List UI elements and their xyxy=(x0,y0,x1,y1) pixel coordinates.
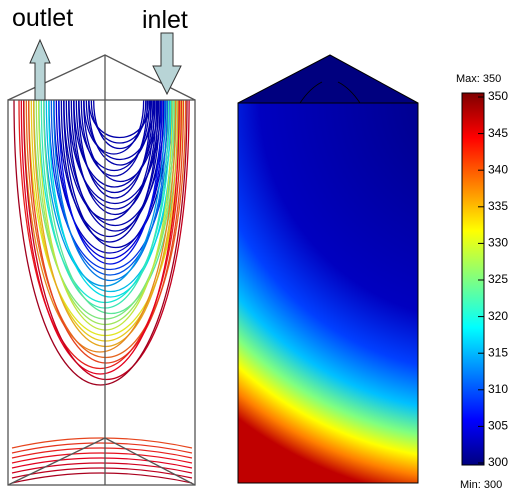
streamline xyxy=(93,99,147,150)
tick-label: 325 xyxy=(488,272,508,286)
streamline xyxy=(58,99,163,265)
streamline xyxy=(78,99,152,199)
streamline xyxy=(11,452,193,464)
streamline xyxy=(20,99,180,375)
streamline xyxy=(33,99,179,347)
tick-label: 300 xyxy=(488,455,508,469)
streamline xyxy=(48,99,174,298)
streamline xyxy=(63,99,155,221)
streamline xyxy=(25,99,187,359)
streamline xyxy=(11,467,193,479)
streamline xyxy=(23,99,177,353)
streamline xyxy=(11,447,193,459)
streamline xyxy=(11,437,193,449)
streamline xyxy=(11,457,193,469)
streamline xyxy=(73,99,158,216)
streamline xyxy=(23,99,190,380)
temperature-field xyxy=(237,102,419,484)
tick-label: 330 xyxy=(488,236,508,250)
streamline xyxy=(80,99,148,177)
streamline xyxy=(53,99,168,281)
streamline xyxy=(78,99,150,171)
colorbar xyxy=(461,92,485,466)
outlet-arrow xyxy=(29,38,51,101)
tick-label: 315 xyxy=(488,345,508,359)
streamline xyxy=(90,99,149,144)
streamline xyxy=(43,99,180,314)
streamline xyxy=(50,99,170,276)
streamline xyxy=(18,99,182,370)
streamline xyxy=(13,99,188,386)
streamline xyxy=(75,99,154,194)
streamline xyxy=(11,472,193,484)
streamline xyxy=(65,99,165,226)
streamline xyxy=(55,99,165,260)
tick-label: 350 xyxy=(488,89,508,103)
streamline xyxy=(83,99,158,183)
max-label: Max: 350 xyxy=(456,73,501,85)
tick-label: 345 xyxy=(488,126,508,140)
streamline xyxy=(68,99,163,232)
tick-label: 305 xyxy=(488,419,508,433)
min-label: Min: 300 xyxy=(460,479,502,491)
streamline xyxy=(11,462,193,474)
inlet-label: inlet xyxy=(142,6,188,34)
tick-label: 310 xyxy=(488,382,508,396)
streamline xyxy=(88,99,153,166)
streamline xyxy=(58,99,161,238)
inlet-arrow xyxy=(152,32,182,96)
streamline xyxy=(85,99,155,161)
streamline xyxy=(60,99,159,243)
tick-label: 320 xyxy=(488,309,508,323)
streamline xyxy=(28,99,185,364)
streamline xyxy=(70,99,160,210)
streamlines xyxy=(11,99,193,484)
roof-lines xyxy=(299,81,361,104)
streamline xyxy=(63,99,169,248)
tick-label: 340 xyxy=(488,162,508,176)
streamline xyxy=(73,99,156,188)
roof xyxy=(237,54,419,104)
streamline xyxy=(11,442,193,454)
tick-label: 335 xyxy=(488,199,508,213)
streamline xyxy=(83,99,145,155)
outlet-label: outlet xyxy=(12,4,73,32)
streamline xyxy=(88,99,151,138)
streamline xyxy=(53,99,167,254)
